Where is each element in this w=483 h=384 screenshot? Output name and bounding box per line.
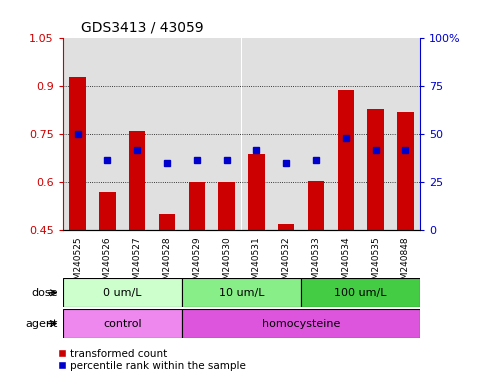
Bar (397, 112, 413, 230)
Bar (129, 131, 145, 230)
Bar (63, 309, 182, 338)
Bar (70, 77, 86, 230)
Bar (242, 38, 271, 230)
Bar (63, 278, 182, 307)
Legend: transformed count, percentile rank within the sample: transformed count, percentile rank withi… (54, 344, 250, 375)
Text: dose: dose (31, 288, 58, 298)
Bar (248, 154, 265, 230)
Bar (152, 38, 182, 230)
Bar (182, 309, 420, 338)
Text: 0 um/L: 0 um/L (103, 288, 142, 298)
Bar (182, 38, 212, 230)
Bar (308, 181, 324, 230)
Bar (338, 89, 354, 230)
Bar (301, 278, 420, 307)
Text: 10 um/L: 10 um/L (219, 288, 264, 298)
Text: GDS3413 / 43059: GDS3413 / 43059 (81, 20, 203, 35)
Bar (361, 38, 390, 230)
Bar (368, 109, 384, 230)
Bar (331, 38, 361, 230)
Bar (390, 38, 420, 230)
Bar (301, 38, 331, 230)
Bar (271, 38, 301, 230)
Bar (212, 38, 242, 230)
Text: 100 um/L: 100 um/L (334, 288, 387, 298)
Text: control: control (103, 318, 142, 329)
Bar (218, 182, 235, 230)
Bar (63, 38, 93, 230)
Bar (122, 38, 152, 230)
Text: homocysteine: homocysteine (262, 318, 340, 329)
Bar (99, 192, 115, 230)
Bar (182, 278, 301, 307)
Bar (278, 224, 294, 230)
Bar (189, 182, 205, 230)
Bar (93, 38, 122, 230)
Bar (159, 214, 175, 230)
Text: agent: agent (26, 318, 58, 329)
